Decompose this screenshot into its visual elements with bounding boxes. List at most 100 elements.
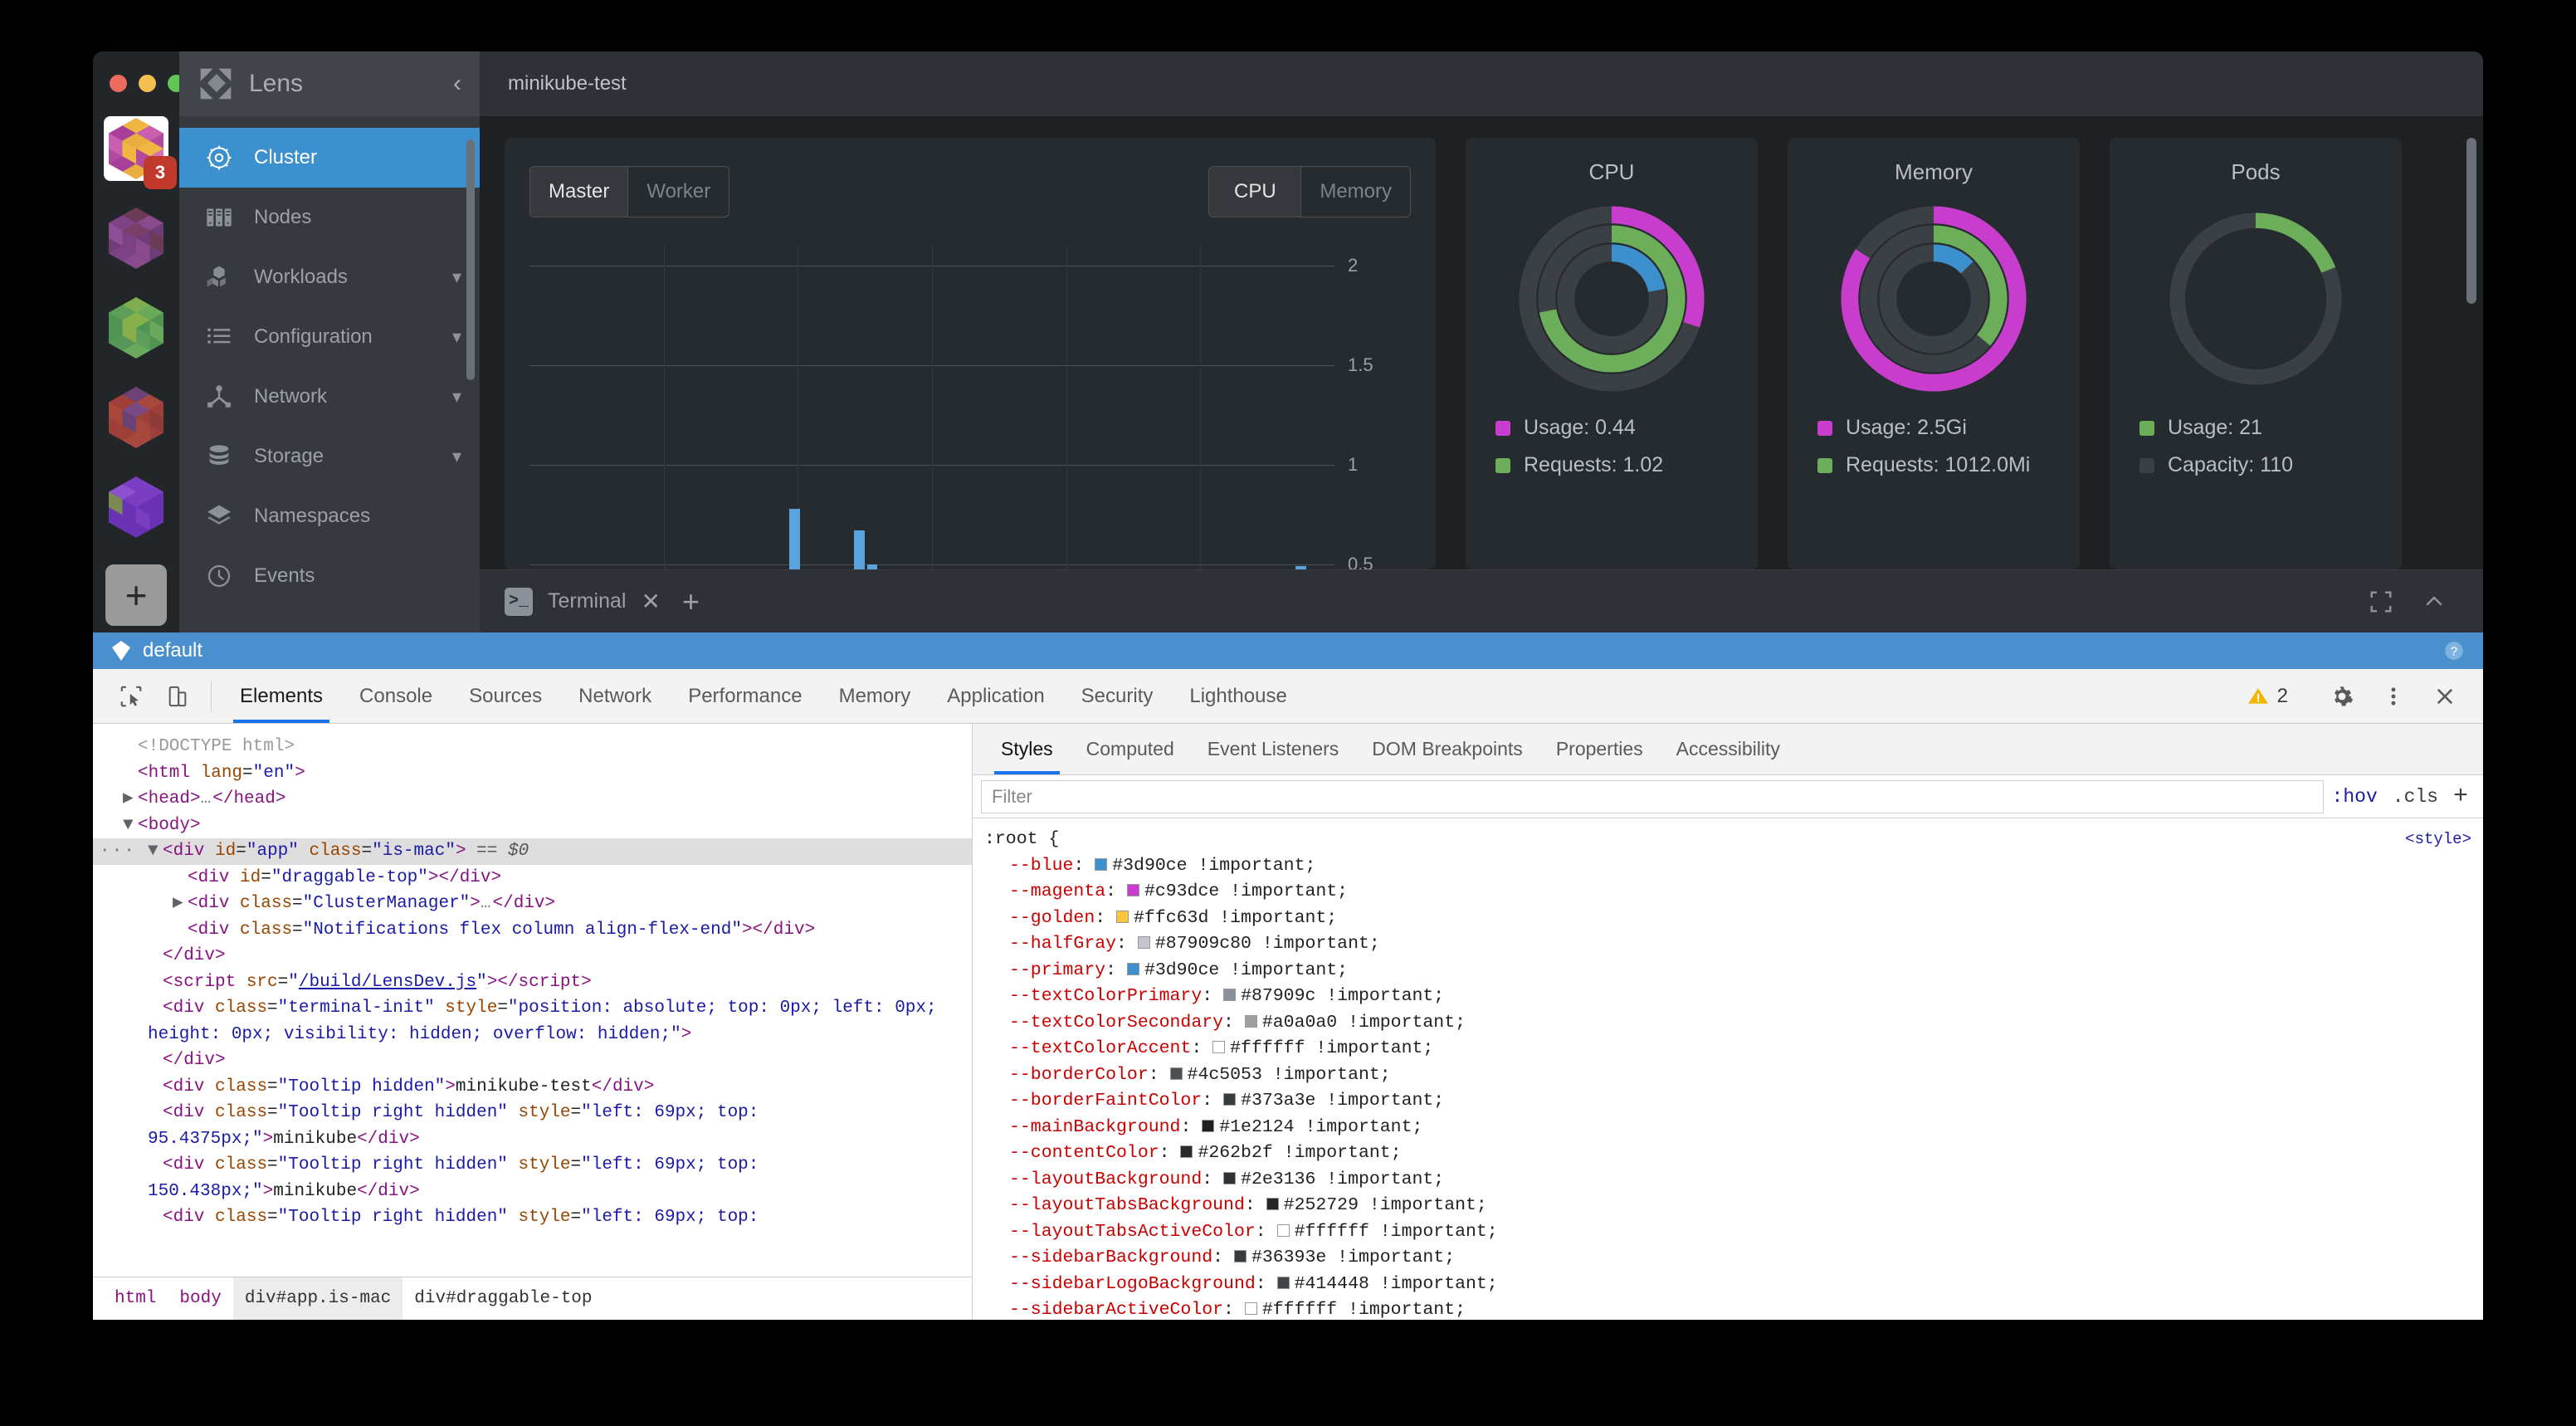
minimize-window-button[interactable] [139, 75, 156, 92]
cluster-icon-2[interactable] [104, 206, 168, 271]
chevron-down-icon[interactable]: ▾ [451, 266, 461, 287]
chevron-down-icon[interactable]: ▾ [451, 326, 461, 347]
breadcrumb-item-draggable-top[interactable]: div#draggable-top [414, 1289, 593, 1308]
window-traffic-lights[interactable] [110, 75, 185, 92]
style-declaration[interactable]: --sidebarBackground: #36393e !important; [1009, 1248, 1456, 1267]
chevron-up-icon[interactable] [2422, 589, 2447, 614]
add-cluster-button[interactable]: + [105, 564, 167, 626]
style-declaration[interactable]: --primary: #3d90ce !important; [1009, 960, 1349, 980]
metric-memory-button[interactable]: Memory [1301, 166, 1411, 217]
breadcrumb-item-body[interactable]: body [179, 1289, 222, 1308]
tab-accessibility[interactable]: Accessibility [1676, 738, 1780, 759]
close-icon[interactable] [2422, 685, 2468, 708]
dom-tree-line[interactable]: <div class="Tooltip hidden">minikube-tes… [163, 1077, 655, 1096]
tab-application[interactable]: Application [947, 684, 1045, 707]
chevron-down-icon[interactable]: ▾ [451, 446, 461, 466]
dom-tree-line[interactable]: <html lang="en"> [138, 763, 305, 783]
cluster-icon-3[interactable] [104, 295, 168, 360]
hov-toggle-button[interactable]: :hov [2331, 785, 2378, 808]
role-filter-master-button[interactable]: Master [529, 166, 629, 217]
breadcrumb-item-app[interactable]: div#app.is-mac [232, 1277, 403, 1320]
tab-event-listeners[interactable]: Event Listeners [1207, 738, 1339, 759]
breadcrumb-item-html[interactable]: html [115, 1289, 157, 1308]
dom-tree-line[interactable]: ▶ <head>…</head> [123, 789, 286, 808]
tab-security[interactable]: Security [1081, 684, 1154, 707]
style-declaration[interactable]: --borderFaintColor: #373a3e !important; [1009, 1091, 1445, 1111]
style-declaration[interactable]: --mainBackground: #1e2124 !important; [1009, 1116, 1423, 1137]
tab-sources[interactable]: Sources [469, 684, 543, 707]
add-terminal-button[interactable]: + [681, 584, 700, 618]
cluster-icon-minikube-test[interactable]: 3 [104, 116, 177, 189]
tab-network[interactable]: Network [578, 684, 652, 707]
dom-tree-line[interactable]: <script src="/build/LensDev.js"></script… [163, 972, 592, 992]
dom-tree-line[interactable]: <div class="Notifications flex column al… [188, 920, 816, 940]
sidebar-item-nodes[interactable]: Nodes [179, 188, 480, 247]
dom-tree[interactable]: <!DOCTYPE html> <html lang="en"> ▶ <head>…<… [93, 724, 972, 1277]
dom-tree-line[interactable]: <div class="terminal-init" style="positi… [148, 999, 948, 1044]
kebab-menu-icon[interactable] [2370, 685, 2417, 708]
sidebar-item-network[interactable]: Network ▾ [179, 367, 480, 427]
tab-computed[interactable]: Computed [1086, 738, 1174, 759]
pods-donut[interactable] [2160, 203, 2351, 394]
style-declaration[interactable]: --layoutTabsBackground: #252729 !importa… [1009, 1195, 1487, 1215]
terminal-tab[interactable]: >_ Terminal ✕ [505, 587, 661, 616]
style-declaration[interactable]: --contentColor: #262b2f !important; [1009, 1143, 1402, 1163]
tab-memory[interactable]: Memory [838, 684, 911, 707]
style-rules[interactable]: :root {<style> --blue: #3d90ce !important… [973, 818, 2483, 1320]
tab-performance[interactable]: Performance [688, 684, 803, 707]
dom-tree-line[interactable]: <div class="Tooltip right hidden" style=… [148, 1155, 769, 1201]
warning-counter[interactable]: 2 [2247, 685, 2298, 708]
tab-lighthouse[interactable]: Lighthouse [1189, 684, 1287, 707]
close-icon[interactable]: ✕ [641, 588, 661, 614]
cls-toggle-button[interactable]: .cls [2392, 785, 2438, 808]
style-declaration[interactable]: --magenta: #c93dce !important; [1009, 881, 1349, 901]
role-filter-worker-button[interactable]: Worker [628, 166, 730, 217]
metric-cpu-button[interactable]: CPU [1208, 166, 1302, 217]
style-declaration[interactable]: --textColorPrimary: #87909c !important; [1009, 986, 1445, 1006]
chevron-left-icon[interactable]: ‹ [453, 70, 461, 97]
style-declaration[interactable]: --textColorSecondary: #a0a0a0 !important… [1009, 1012, 1466, 1033]
device-toolbar-icon[interactable] [154, 669, 201, 723]
style-declaration[interactable]: --halfGray: #87909c80 !important; [1009, 934, 1380, 954]
sidebar-item-events[interactable]: Events [179, 546, 480, 606]
help-icon[interactable]: ? [2443, 640, 2465, 662]
content-scrollbar[interactable] [2466, 138, 2476, 304]
dom-tree-line[interactable]: ▶ <div class="ClusterManager">…</div> [173, 894, 556, 913]
expand-icon[interactable] [2369, 589, 2393, 614]
dom-tree-line[interactable]: ▼ <body> [123, 815, 201, 835]
tab-dom-breakpoints[interactable]: DOM Breakpoints [1372, 738, 1523, 759]
dom-tree-line[interactable]: ··· ▼ <div id="app" class="is-mac"> == $0 [93, 838, 972, 865]
filter-input[interactable] [981, 779, 2324, 813]
sidebar-item-cluster[interactable]: Cluster [179, 128, 480, 188]
inspect-cursor-icon[interactable] [108, 669, 154, 723]
chevron-down-icon[interactable]: ▾ [451, 386, 461, 407]
sidebar-item-workloads[interactable]: Workloads ▾ [179, 247, 480, 307]
style-declaration[interactable]: --sidebarLogoBackground: #414448 !import… [1009, 1273, 1498, 1294]
gear-icon[interactable] [2319, 685, 2365, 708]
style-declaration[interactable]: --layoutTabsActiveColor: #ffffff !import… [1009, 1221, 1498, 1242]
dom-tree-line[interactable]: <div class="Tooltip right hidden" style=… [163, 1208, 759, 1227]
tab-console[interactable]: Console [359, 684, 433, 707]
dom-tree-line[interactable]: </div> [163, 946, 226, 965]
new-style-rule-button[interactable]: + [2452, 782, 2468, 811]
close-window-button[interactable] [110, 75, 127, 92]
sidebar-item-storage[interactable]: Storage ▾ [179, 427, 480, 486]
style-declaration[interactable]: --blue: #3d90ce !important; [1009, 855, 1316, 876]
cpu-usage-bar-chart[interactable]: 2 1.5 1 0.5 [529, 246, 1411, 569]
style-declaration[interactable]: --golden: #ffc63d !important; [1009, 907, 1338, 928]
style-declaration[interactable]: --sidebarActiveColor: #ffffff !important… [1009, 1300, 1466, 1320]
dom-tree-line[interactable]: <div class="Tooltip right hidden" style=… [148, 1103, 769, 1149]
cpu-donut[interactable] [1516, 203, 1707, 394]
tab-properties[interactable]: Properties [1555, 738, 1643, 759]
sidebar-item-configuration[interactable]: Configuration ▾ [179, 307, 480, 367]
cluster-icon-4[interactable] [104, 385, 168, 450]
rule-selector[interactable]: :root {<style> [984, 829, 2471, 849]
style-declaration[interactable]: --layoutBackground: #2e3136 !important; [1009, 1169, 1445, 1189]
dom-tree-line[interactable]: </div> [163, 1051, 226, 1070]
tab-styles[interactable]: Styles [984, 724, 1070, 774]
style-declaration[interactable]: --textColorAccent: #ffffff !important; [1009, 1038, 1434, 1058]
tab-elements[interactable]: Elements [222, 669, 341, 723]
style-declaration[interactable]: --borderColor: #4c5053 !important; [1009, 1064, 1391, 1085]
dom-tree-line[interactable]: <!DOCTYPE html> [138, 737, 295, 756]
sidebar-item-namespaces[interactable]: Namespaces [179, 486, 480, 546]
